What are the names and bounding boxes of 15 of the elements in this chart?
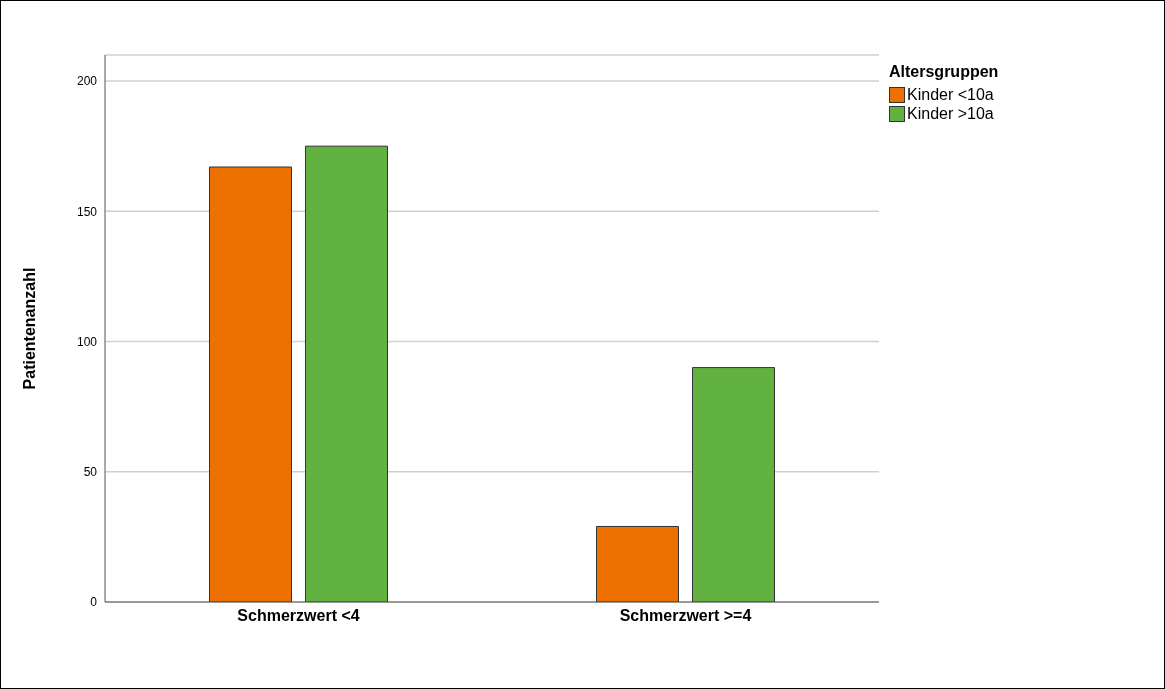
legend-label: Kinder <10a bbox=[907, 85, 994, 104]
bar bbox=[304, 145, 388, 602]
y-tick-label: 100 bbox=[76, 334, 98, 349]
y-tick-label: 0 bbox=[90, 595, 98, 610]
y-tick-label: 50 bbox=[83, 465, 98, 480]
y-tick-label: 200 bbox=[76, 74, 98, 89]
bar bbox=[208, 166, 292, 602]
x-tick-label: Schmerzwert <4 bbox=[237, 607, 360, 625]
bar bbox=[691, 367, 775, 602]
bar bbox=[595, 525, 679, 602]
x-tick-label: Schmerzwert >=4 bbox=[619, 607, 752, 625]
legend-label: Kinder >10a bbox=[907, 104, 994, 123]
y-tick-label: 150 bbox=[76, 204, 98, 219]
y-axis-title: Patientenanzahl bbox=[20, 267, 38, 390]
legend-title: Altersgruppen bbox=[889, 63, 999, 81]
